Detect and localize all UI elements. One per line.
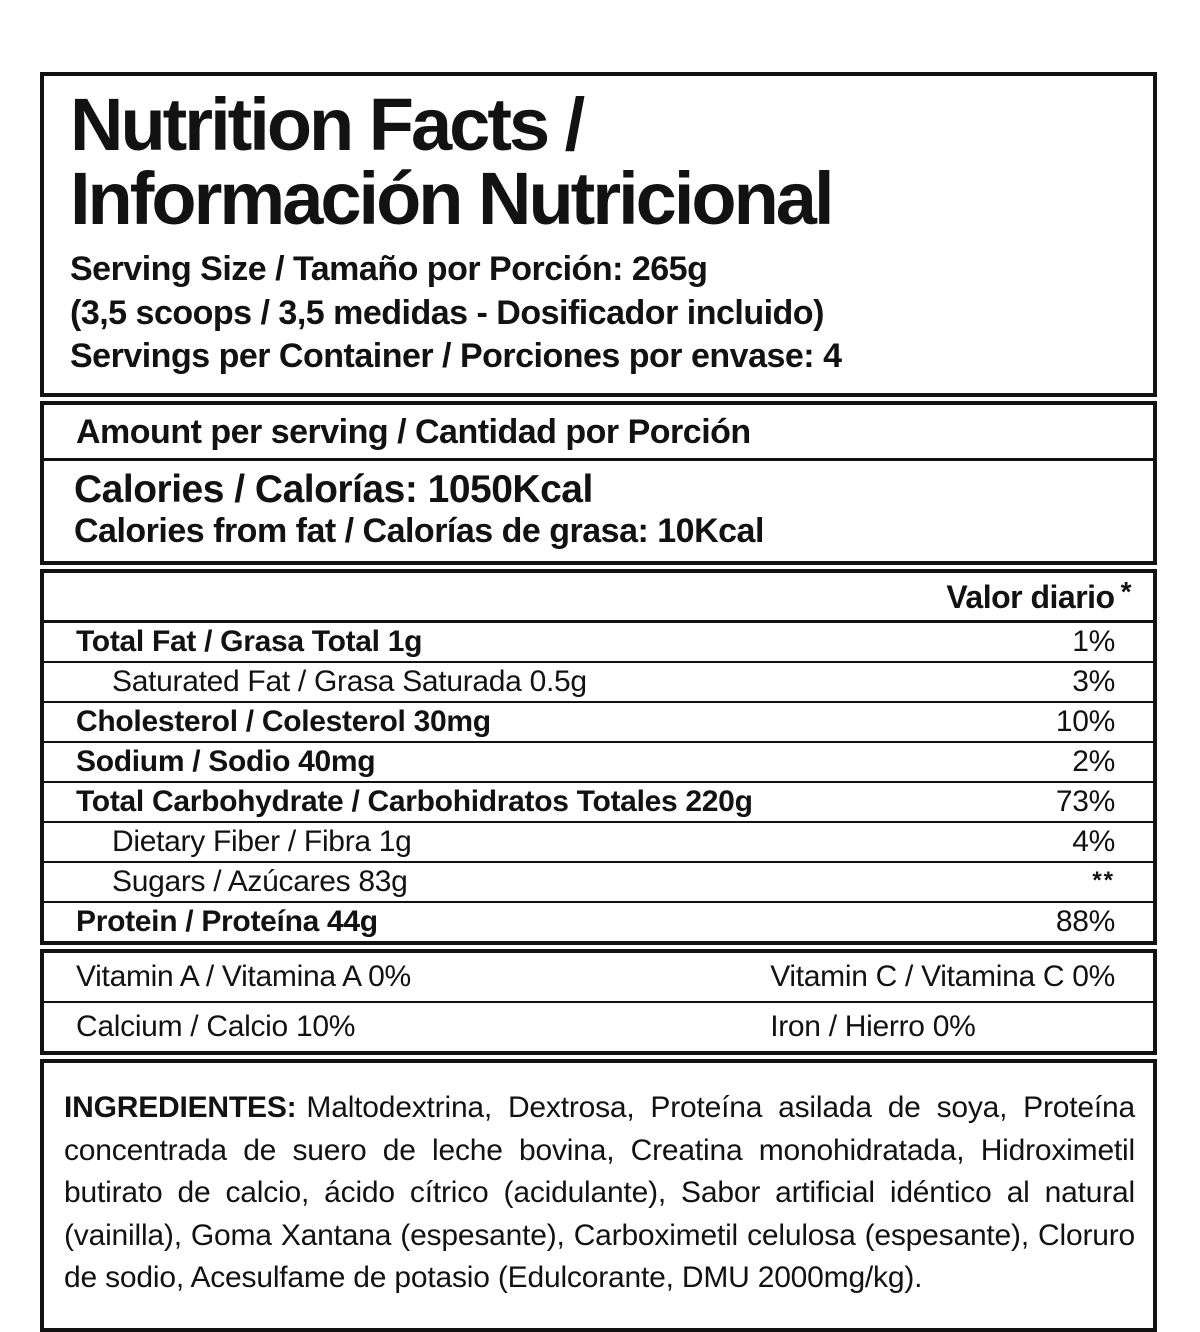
nutrient-value: 4% [1072,825,1115,859]
nutrient-label: Dietary Fiber / Fibra 1g [112,825,412,859]
nutrient-row-dietary-fiber: Dietary Fiber / Fibra 1g 4% [44,821,1153,861]
serving-info: Serving Size / Tamaño por Porción: 265g … [70,248,1137,379]
calories-total: Calories / Calorías: 1050Kcal [74,467,593,511]
nutrients-box: Valor diario * Total Fat / Grasa Total 1g… [40,569,1157,946]
serving-size: Serving Size / Tamaño por Porción: 265g [70,250,708,288]
nutrient-row-saturated-fat: Saturated Fat / Grasa Saturada 0.5g 3% [44,661,1153,701]
nutrient-value: 1% [1072,625,1115,659]
title-english: Nutrition Facts / [70,83,585,166]
amount-per-serving: Amount per serving / Cantidad por Porció… [44,405,1153,461]
nutrient-value: 10% [1055,705,1115,739]
nutrient-value: 2% [1072,745,1115,779]
nutrient-row-total-carbohydrate: Total Carbohydrate / Carbohidratos Total… [44,781,1153,821]
nutrient-value: 3% [1072,665,1115,699]
title-spanish: Información Nutricional [70,157,835,240]
daily-value-label: Valor diario [946,579,1115,616]
nutrient-value: ** [1092,867,1115,895]
calories-block: Calories / Calorías: 1050Kcal Calories f… [44,461,1153,561]
iron: Iron / Hierro 0% [770,1010,976,1044]
nutrient-label: Sodium / Sodio 40mg [76,745,376,779]
nutrient-row-cholesterol: Cholesterol / Colesterol 30mg 10% [44,701,1153,741]
servings-per-container: Servings per Container / Porciones por e… [70,337,842,376]
calcium: Calcium / Calcio 10% [76,1010,356,1044]
nutrient-label: Sugars / Azúcares 83g [112,865,408,899]
nutrient-row-total-fat: Total Fat / Grasa Total 1g 1% [44,620,1153,661]
vitamin-a: Vitamin A / Vitamina A 0% [76,960,411,994]
nutrient-label: Total Carbohydrate / Carbohidratos Total… [76,785,753,819]
nutrient-label: Total Fat / Grasa Total 1g [76,625,423,659]
ingredients-paragraph: INGREDIENTES: Maltodextrina, Dextrosa, Pr… [44,1063,1153,1328]
nutrition-facts-label: Nutrition Facts / Información Nutriciona… [40,72,1157,1332]
calories-from-fat: Calories from fat / Calorías de grasa: 1… [74,512,764,551]
nutrient-row-protein: Protein / Proteína 44g 88% [44,901,1153,941]
nutrient-value: 73% [1055,785,1115,819]
nutrient-label: Protein / Proteína 44g [76,905,378,939]
ingredients-box: INGREDIENTES: Maltodextrina, Dextrosa, Pr… [40,1059,1157,1332]
vitamin-row-calcium-iron: Calcium / Calcio 10% Iron / Hierro 0% [44,1001,1153,1051]
daily-value-header: Valor diario * [44,573,1153,620]
title-serving-box: Nutrition Facts / Información Nutriciona… [40,72,1157,397]
daily-value-asterisk: * [1120,576,1132,608]
nutrient-row-sodium: Sodium / Sodio 40mg 2% [44,741,1153,781]
vitamins-box: Vitamin A / Vitamina A 0% Vitamin C / Vi… [40,949,1157,1056]
serving-scoops: (3,5 scoops / 3,5 medidas - Dosificador … [70,293,824,332]
vitamin-row-a-c: Vitamin A / Vitamina A 0% Vitamin C / Vi… [44,953,1153,1001]
vitamin-c: Vitamin C / Vitamina C 0% [770,960,1116,994]
nutrient-value: 88% [1055,905,1115,939]
nutrient-row-sugars: Sugars / Azúcares 83g ** [44,861,1153,901]
amount-calories-box: Amount per serving / Cantidad por Porció… [40,400,1157,566]
ingredients-label: INGREDIENTES: [64,1091,297,1125]
nutrient-label: Cholesterol / Colesterol 30mg [76,705,491,739]
nutrition-label-page: Nutrition Facts / Información Nutriciona… [40,72,1157,1332]
nutrient-label: Saturated Fat / Grasa Saturada 0.5g [112,665,587,699]
